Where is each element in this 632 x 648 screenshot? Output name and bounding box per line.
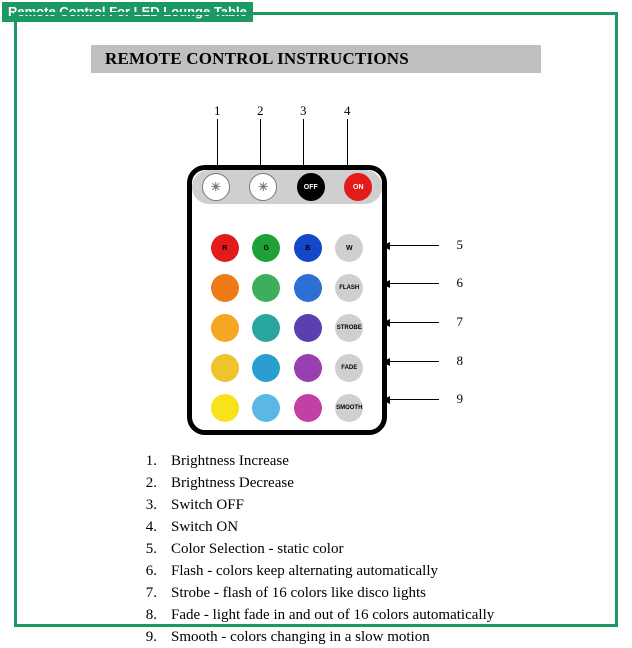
btn-c-magenta xyxy=(294,394,322,422)
btn-flash: FLASH xyxy=(335,274,363,302)
remote-row-4: FADE xyxy=(204,354,370,382)
callout-number: 8 xyxy=(457,353,464,369)
callout-number: 6 xyxy=(457,275,464,291)
btn-fade: FADE xyxy=(335,354,363,382)
legend-item-3: 3.Switch OFF xyxy=(131,494,494,516)
btn-off: OFF xyxy=(297,173,325,201)
legend-text: Color Selection - static color xyxy=(157,538,343,560)
btn-c-purple xyxy=(294,354,322,382)
legend-text: Fade - light fade in and out of 16 color… xyxy=(157,604,494,626)
btn-c-sky xyxy=(252,394,280,422)
callout-number: 4 xyxy=(344,103,351,119)
legend-text: Brightness Decrease xyxy=(157,472,294,494)
legend-number: 3. xyxy=(131,494,157,516)
callout-right-8: 8 xyxy=(383,361,439,362)
legend-item-1: 1.Brightness Increase xyxy=(131,450,494,472)
remote-row-3: STROBE xyxy=(204,314,370,342)
remote-top-row: ☀ ☀ OFF ON xyxy=(192,170,382,204)
legend-text: Flash - colors keep alternating automati… xyxy=(157,560,438,582)
legend-number: 7. xyxy=(131,582,157,604)
btn-c-teal xyxy=(252,314,280,342)
legend-item-6: 6.Flash - colors keep alternating automa… xyxy=(131,560,494,582)
callout-number: 5 xyxy=(457,237,464,253)
btn-c-amber xyxy=(211,314,239,342)
callout-right-9: 9 xyxy=(383,399,439,400)
callout-right-5: 5 xyxy=(383,245,439,246)
legend-number: 4. xyxy=(131,516,157,538)
btn-smooth: SMOOTH xyxy=(335,394,363,422)
btn-c-blue2 xyxy=(294,274,322,302)
btn-b: B xyxy=(294,234,322,262)
btn-r: R xyxy=(211,234,239,262)
btn-bright-down: ☀ xyxy=(249,173,277,201)
btn-c-yellow xyxy=(211,394,239,422)
legend-text: Strobe - flash of 16 colors like disco l… xyxy=(157,582,426,604)
content-frame: REMOTE CONTROL INSTRUCTIONS 1 2 3 4 5 6 7 8 9 ☀… xyxy=(14,12,618,627)
callout-number: 3 xyxy=(300,103,307,119)
btn-c-gold xyxy=(211,354,239,382)
legend-number: 9. xyxy=(131,626,157,648)
btn-g: G xyxy=(252,234,280,262)
btn-bright-up: ☀ xyxy=(202,173,230,201)
btn-on: ON xyxy=(344,173,372,201)
callout-number: 1 xyxy=(214,103,221,119)
legend-item-5: 5.Color Selection - static color xyxy=(131,538,494,560)
btn-c-cyan xyxy=(252,354,280,382)
legend-number: 6. xyxy=(131,560,157,582)
legend-number: 1. xyxy=(131,450,157,472)
legend-text: Brightness Increase xyxy=(157,450,289,472)
callout-right-7: 7 xyxy=(383,322,439,323)
btn-c-indigo xyxy=(294,314,322,342)
callout-number: 7 xyxy=(457,314,464,330)
legend-item-9: 9.Smooth - colors changing in a slow mot… xyxy=(131,626,494,648)
legend-text: Switch OFF xyxy=(157,494,244,516)
remote-body: ☀ ☀ OFF ON RGBW FLASH STROBE FADE SMOOTH xyxy=(187,165,387,435)
legend-text: Switch ON xyxy=(157,516,238,538)
callout-number: 9 xyxy=(457,391,464,407)
btn-w: W xyxy=(335,234,363,262)
btn-strobe: STROBE xyxy=(335,314,363,342)
btn-c-green2 xyxy=(252,274,280,302)
heading-bar: REMOTE CONTROL INSTRUCTIONS xyxy=(91,45,541,73)
legend-item-8: 8.Fade - light fade in and out of 16 col… xyxy=(131,604,494,626)
legend-number: 2. xyxy=(131,472,157,494)
legend-number: 8. xyxy=(131,604,157,626)
callout-right-6: 6 xyxy=(383,283,439,284)
remote-row-2: FLASH xyxy=(204,274,370,302)
remote-row-1: RGBW xyxy=(204,234,370,262)
legend-number: 5. xyxy=(131,538,157,560)
remote-row-5: SMOOTH xyxy=(204,394,370,422)
legend-list: 1.Brightness Increase2.Brightness Decrea… xyxy=(131,450,494,648)
legend-item-7: 7.Strobe - flash of 16 colors like disco… xyxy=(131,582,494,604)
remote-diagram: ☀ ☀ OFF ON RGBW FLASH STROBE FADE SMOOTH xyxy=(187,165,387,435)
callout-number: 2 xyxy=(257,103,264,119)
btn-c-orange xyxy=(211,274,239,302)
legend-item-4: 4.Switch ON xyxy=(131,516,494,538)
legend-item-2: 2.Brightness Decrease xyxy=(131,472,494,494)
legend-text: Smooth - colors changing in a slow motio… xyxy=(157,626,430,648)
